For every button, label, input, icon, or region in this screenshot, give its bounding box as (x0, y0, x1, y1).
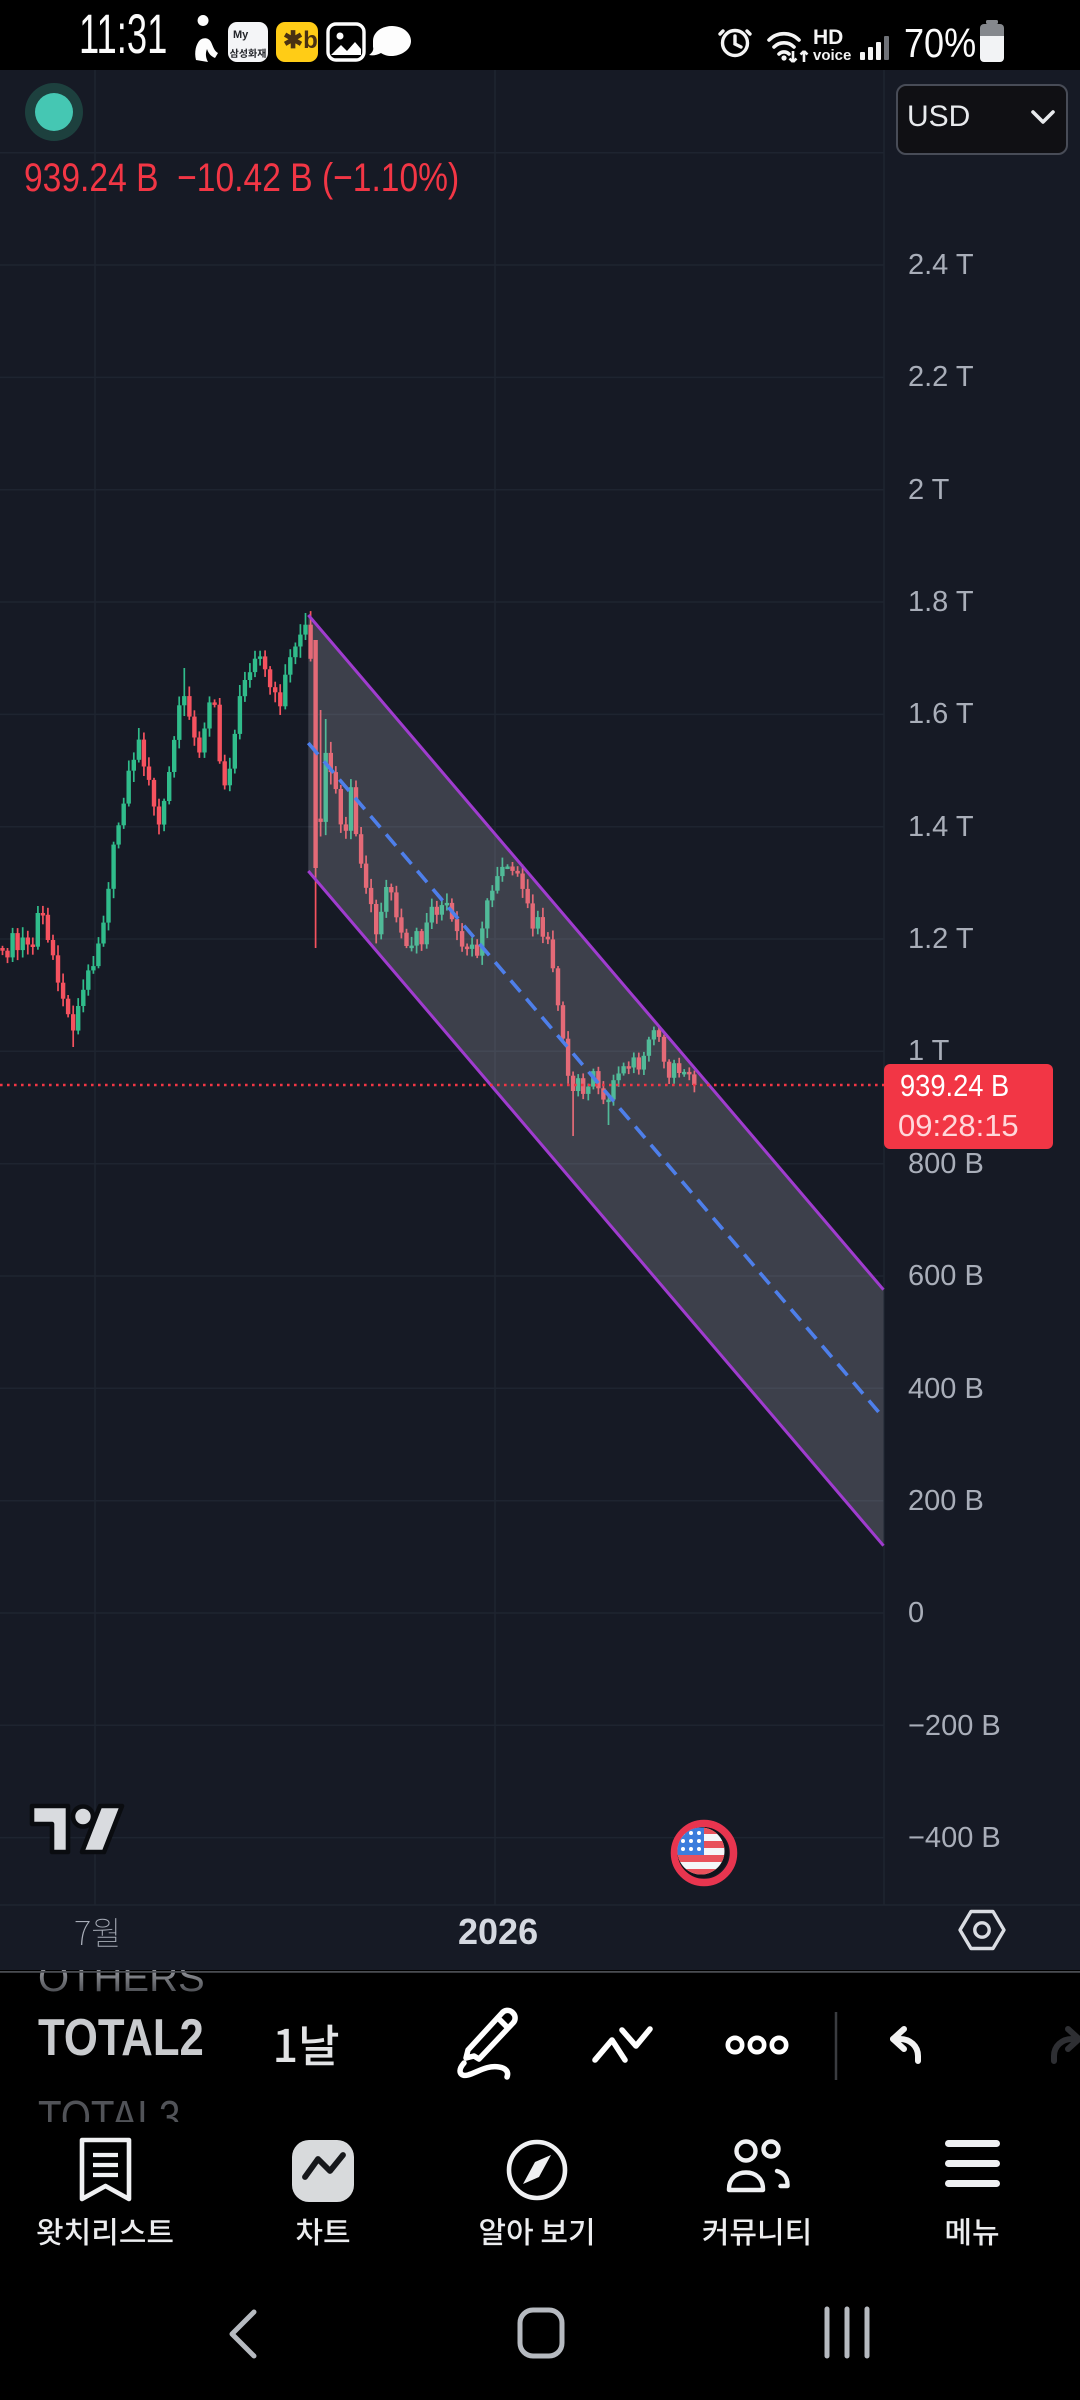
svg-text:My: My (233, 29, 249, 41)
svg-text:70%: 70% (904, 21, 976, 67)
svg-text:HD: HD (813, 26, 843, 49)
svg-text:TOTAL2: TOTAL2 (38, 2010, 204, 2067)
svg-text:voice: voice (813, 47, 851, 64)
svg-text:2026: 2026 (458, 1911, 538, 1952)
svg-text:11:31: 11:31 (79, 3, 167, 66)
svg-text:✱b: ✱b (283, 27, 318, 54)
